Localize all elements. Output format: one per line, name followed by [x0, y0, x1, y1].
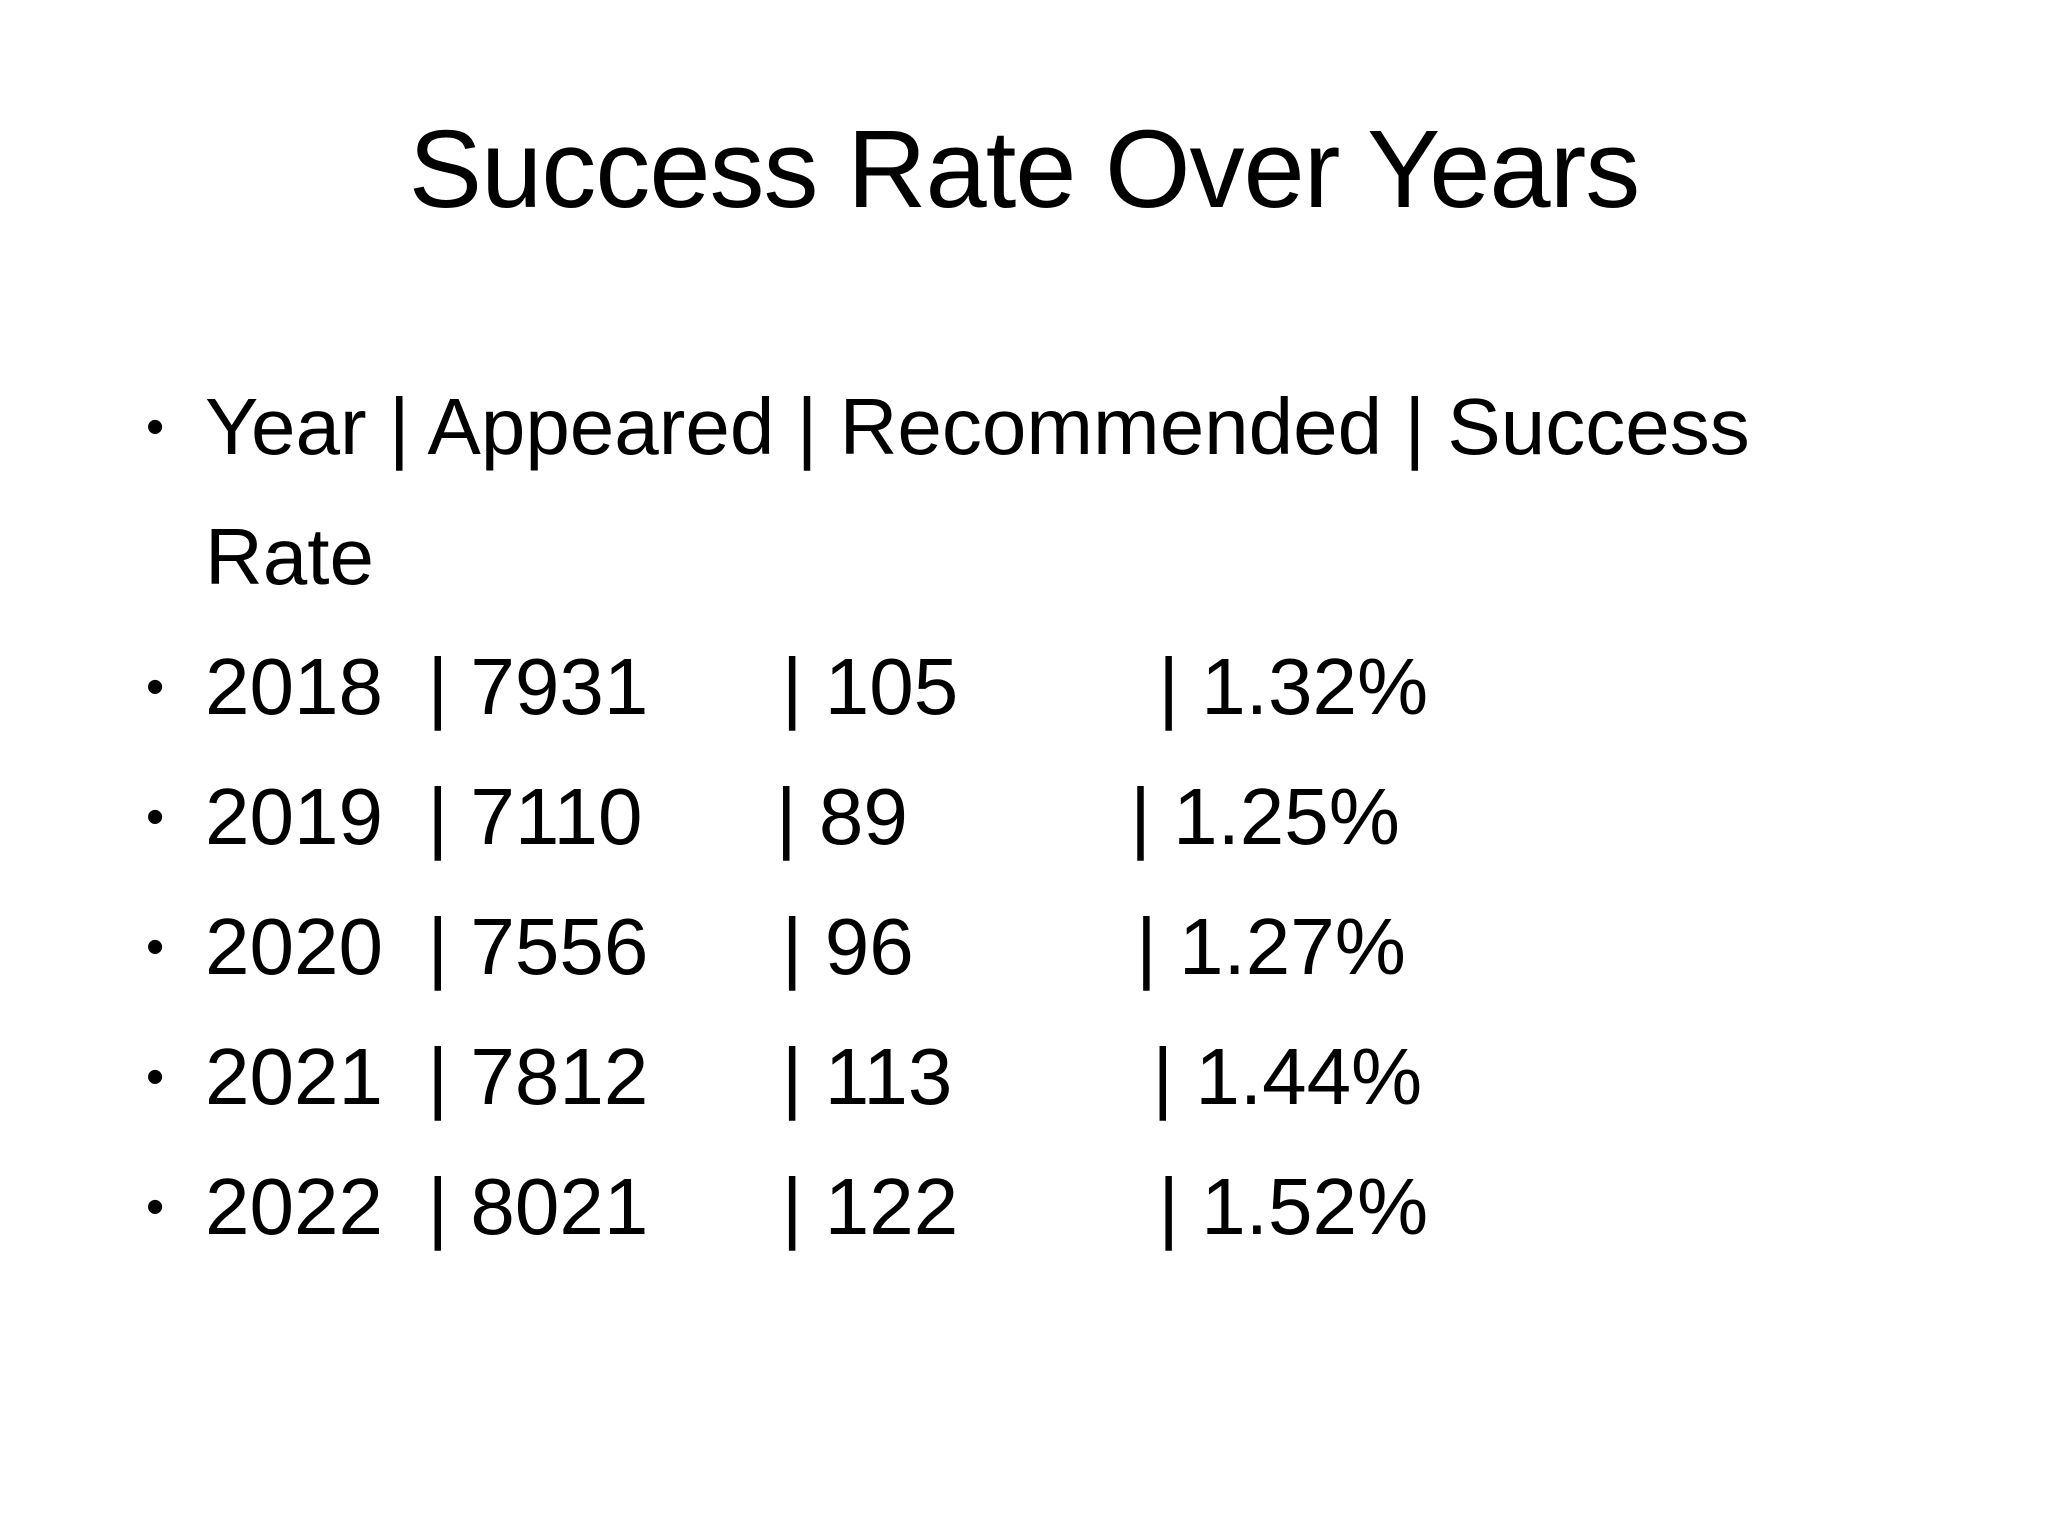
table-header-text: Year | Appeared | Recommended | Success … [205, 382, 1772, 601]
bullet-line-2022: • 2022 | 8021 | 122 | 1.52% [146, 1142, 1846, 1272]
bullet-line-header: • Year | Appeared | Recommended | Succes… [146, 362, 1846, 622]
slide-title: Success Rate Over Years [408, 108, 1640, 231]
data-row-2019: 2019 | 7110 | 89 | 1.25% [205, 772, 1400, 861]
data-row-2022: 2022 | 8021 | 122 | 1.52% [205, 1162, 1429, 1251]
bullet-icon: • [146, 658, 165, 716]
bullet-icon: • [146, 1178, 165, 1236]
data-row-2018: 2018 | 7931 | 105 | 1.32% [205, 642, 1429, 731]
bullet-icon: • [146, 918, 165, 976]
bullet-line-2020: • 2020 | 7556 | 96 | 1.27% [146, 882, 1846, 1012]
bullet-list: • Year | Appeared | Recommended | Succes… [146, 362, 1846, 1272]
bullet-icon: • [146, 1048, 165, 1106]
bullet-icon: • [146, 788, 165, 846]
data-row-2020: 2020 | 7556 | 96 | 1.27% [205, 902, 1406, 991]
bullet-line-2019: • 2019 | 7110 | 89 | 1.25% [146, 752, 1846, 882]
data-row-2021: 2021 | 7812 | 113 | 1.44% [205, 1032, 1423, 1121]
bullet-line-2021: • 2021 | 7812 | 113 | 1.44% [146, 1012, 1846, 1142]
bullet-line-2018: • 2018 | 7931 | 105 | 1.32% [146, 622, 1846, 752]
bullet-icon: • [146, 398, 165, 456]
